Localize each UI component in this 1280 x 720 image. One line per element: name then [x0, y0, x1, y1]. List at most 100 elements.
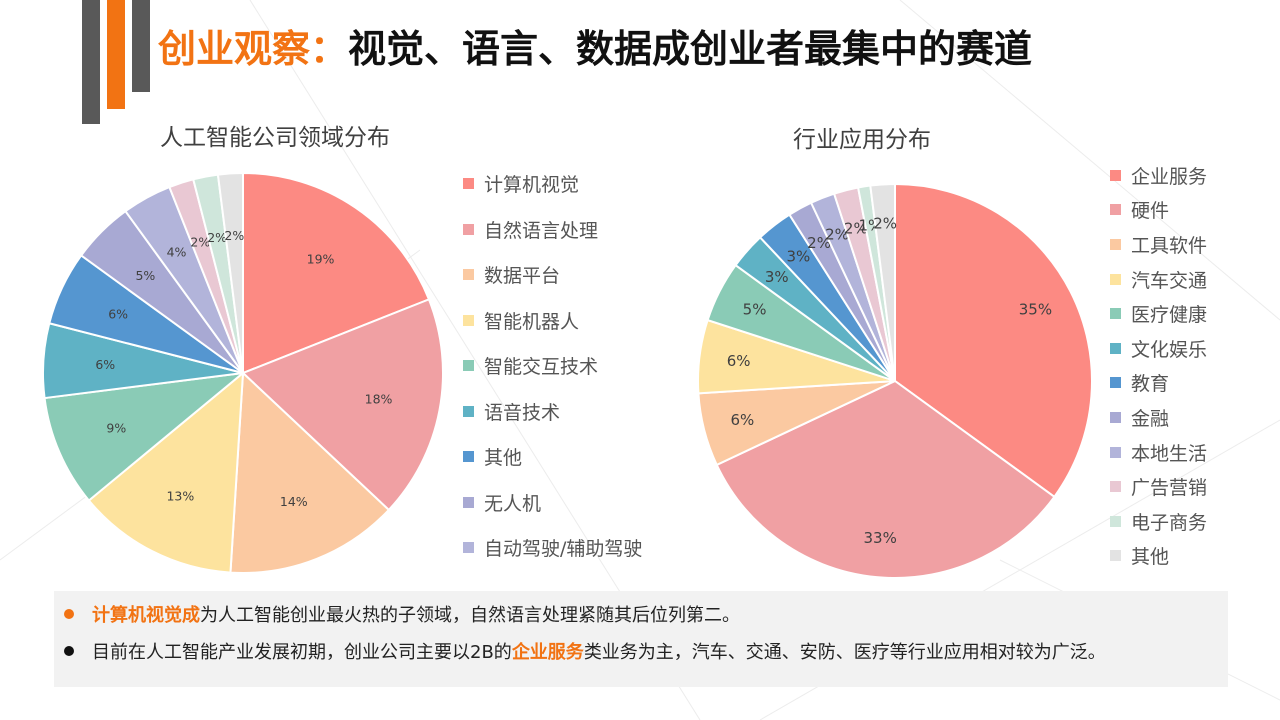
- chart1-pie: 19%18%14%13%9%6%6%5%4%2%2%2%: [42, 171, 444, 574]
- bullet-dot-black: [64, 646, 74, 656]
- legend-swatch: [1110, 273, 1121, 285]
- legend-swatch: [463, 451, 474, 463]
- pie-data-label: 3%: [765, 268, 789, 286]
- pie-slice: [894, 182, 1093, 499]
- chart2-pie: 35%33%6%6%5%3%3%2%2%2%1%2%: [697, 182, 1093, 580]
- page-title: 创业观察：视觉、语言、数据成创业者最集中的赛道: [158, 18, 1032, 73]
- legend-label: 智能机器人: [484, 310, 580, 333]
- legend-item: 计算机视觉: [463, 161, 642, 207]
- legend-item: 语音技术: [463, 389, 642, 435]
- legend-swatch: [463, 223, 474, 235]
- legend-swatch: [1110, 342, 1121, 354]
- legend-item: 企业服务: [1110, 158, 1207, 193]
- pie-data-label: 33%: [863, 529, 896, 547]
- pie-slice: [87, 370, 245, 574]
- summary-1-highlight: 计算机视觉成: [92, 605, 200, 626]
- summary-2-prefix: 目前在人工智能产业发展初期，创业公司主要以2B的: [92, 642, 512, 663]
- legend-swatch: [1110, 204, 1121, 216]
- legend-label: 自然语言处理: [484, 219, 599, 242]
- legend-label: 文化娱乐: [1131, 338, 1208, 361]
- decor-bar-3: [132, 0, 150, 92]
- legend-swatch: [1110, 377, 1121, 389]
- legend-label: 计算机视觉: [484, 174, 580, 197]
- legend-label: 教育: [1131, 373, 1170, 396]
- legend-swatch: [1110, 308, 1121, 320]
- legend-swatch: [463, 542, 474, 554]
- pie-data-label: 2%: [873, 215, 897, 233]
- legend-item: 工具软件: [1110, 227, 1207, 262]
- legend-item: 汽车交通: [1110, 262, 1207, 297]
- legend-swatch: [463, 496, 474, 508]
- pie-data-label: 9%: [106, 420, 126, 435]
- legend-item: 教育: [1110, 366, 1207, 401]
- decor-bar-2: [107, 0, 125, 109]
- pie-data-label: 6%: [727, 352, 751, 370]
- legend-item: 本地生活: [1110, 435, 1207, 470]
- legend-label: 数据平台: [484, 265, 561, 288]
- pie-data-label: 18%: [365, 391, 393, 406]
- legend-item: 智能机器人: [463, 298, 642, 344]
- page-title-rest: 视觉、语言、数据成创业者最集中的赛道: [348, 27, 1033, 71]
- pie-slice: [715, 379, 1056, 580]
- legend-item: 电子商务: [1110, 504, 1207, 539]
- legend-item: 智能交互技术: [463, 343, 642, 389]
- pie-slice: [43, 371, 247, 502]
- summary-2-suffix: 类业务为主，汽车、交通、安防、医疗等行业应用相对较为广泛。: [583, 642, 1106, 663]
- legend-item: 文化娱乐: [1110, 331, 1207, 366]
- chart2-legend: 企业服务硬件工具软件汽车交通医疗健康文化娱乐教育金融本地生活广告营销电子商务其他: [1110, 158, 1207, 573]
- legend-item: 无人机: [463, 480, 642, 526]
- legend-label: 工具软件: [1131, 234, 1208, 257]
- bullet-dot-orange: [64, 609, 74, 619]
- decor-bar-1: [82, 0, 100, 124]
- legend-swatch: [463, 405, 474, 417]
- legend-swatch: [463, 269, 474, 281]
- legend-item: 数据平台: [463, 252, 642, 298]
- pie-slice: [241, 298, 444, 512]
- pie-data-label: 6%: [108, 307, 128, 322]
- pie-data-label: 5%: [135, 268, 155, 283]
- pie-data-label: 2%: [807, 234, 831, 252]
- legend-swatch: [1110, 411, 1121, 423]
- legend-label: 广告营销: [1131, 477, 1208, 500]
- pie-data-label: 6%: [95, 357, 115, 372]
- legend-label: 硬件: [1131, 200, 1170, 223]
- legend-item: 自然语言处理: [463, 207, 642, 253]
- legend-label: 其他: [1131, 546, 1170, 569]
- legend-item: 医疗健康: [1110, 296, 1207, 331]
- legend-item: 自动驾驶/辅助驾驶: [463, 525, 642, 571]
- legend-label: 语音技术: [484, 401, 561, 424]
- summary-line-1: 计算机视觉成为人工智能创业最火热的子领域，自然语言处理紧随其后位列第二。: [64, 601, 740, 627]
- pie-slice: [242, 171, 431, 375]
- legend-item: 广告营销: [1110, 469, 1207, 504]
- pie-data-label: 4%: [167, 245, 187, 260]
- legend-swatch: [1110, 238, 1121, 250]
- chart1-legend: 计算机视觉自然语言处理 数据平台智能机器人智能交互技术语音技术其他无人机自动驾驶/…: [463, 161, 642, 571]
- pie-data-label: 19%: [307, 251, 335, 266]
- legend-label: 无人机: [484, 492, 542, 515]
- summary-2-highlight: 企业服务: [511, 642, 584, 663]
- legend-swatch: [1110, 481, 1121, 493]
- pie-data-label: 35%: [1019, 300, 1052, 318]
- legend-label: 企业服务: [1131, 165, 1208, 188]
- chart2-title: 行业应用分布: [793, 127, 931, 153]
- legend-label: 汽车交通: [1131, 269, 1208, 292]
- pie-data-label: 2%: [190, 234, 210, 249]
- pie-data-label: 6%: [730, 411, 754, 429]
- legend-label: 电子商务: [1131, 511, 1208, 534]
- pie-data-label: 2%: [825, 225, 849, 243]
- summary-line-2: 目前在人工智能产业发展初期，创业公司主要以2B的企业服务类业务为主，汽车、交通、…: [64, 638, 1106, 664]
- pie-data-label: 13%: [166, 488, 194, 503]
- legend-swatch: [1110, 446, 1121, 458]
- pie-slice: [216, 171, 244, 374]
- legend-swatch: [463, 314, 474, 326]
- legend-label: 其他: [484, 447, 523, 470]
- summary-box: 计算机视觉成为人工智能创业最火热的子领域，自然语言处理紧随其后位列第二。 目前在…: [54, 591, 1228, 687]
- page-title-highlight: 创业观察：: [158, 27, 349, 71]
- legend-item: 金融: [1110, 400, 1207, 435]
- legend-swatch: [463, 360, 474, 372]
- legend-item: 其他: [463, 434, 642, 480]
- pie-slice: [869, 182, 896, 382]
- legend-label: 金融: [1131, 407, 1170, 430]
- legend-swatch: [1110, 515, 1121, 527]
- pie-data-label: 2%: [207, 230, 227, 245]
